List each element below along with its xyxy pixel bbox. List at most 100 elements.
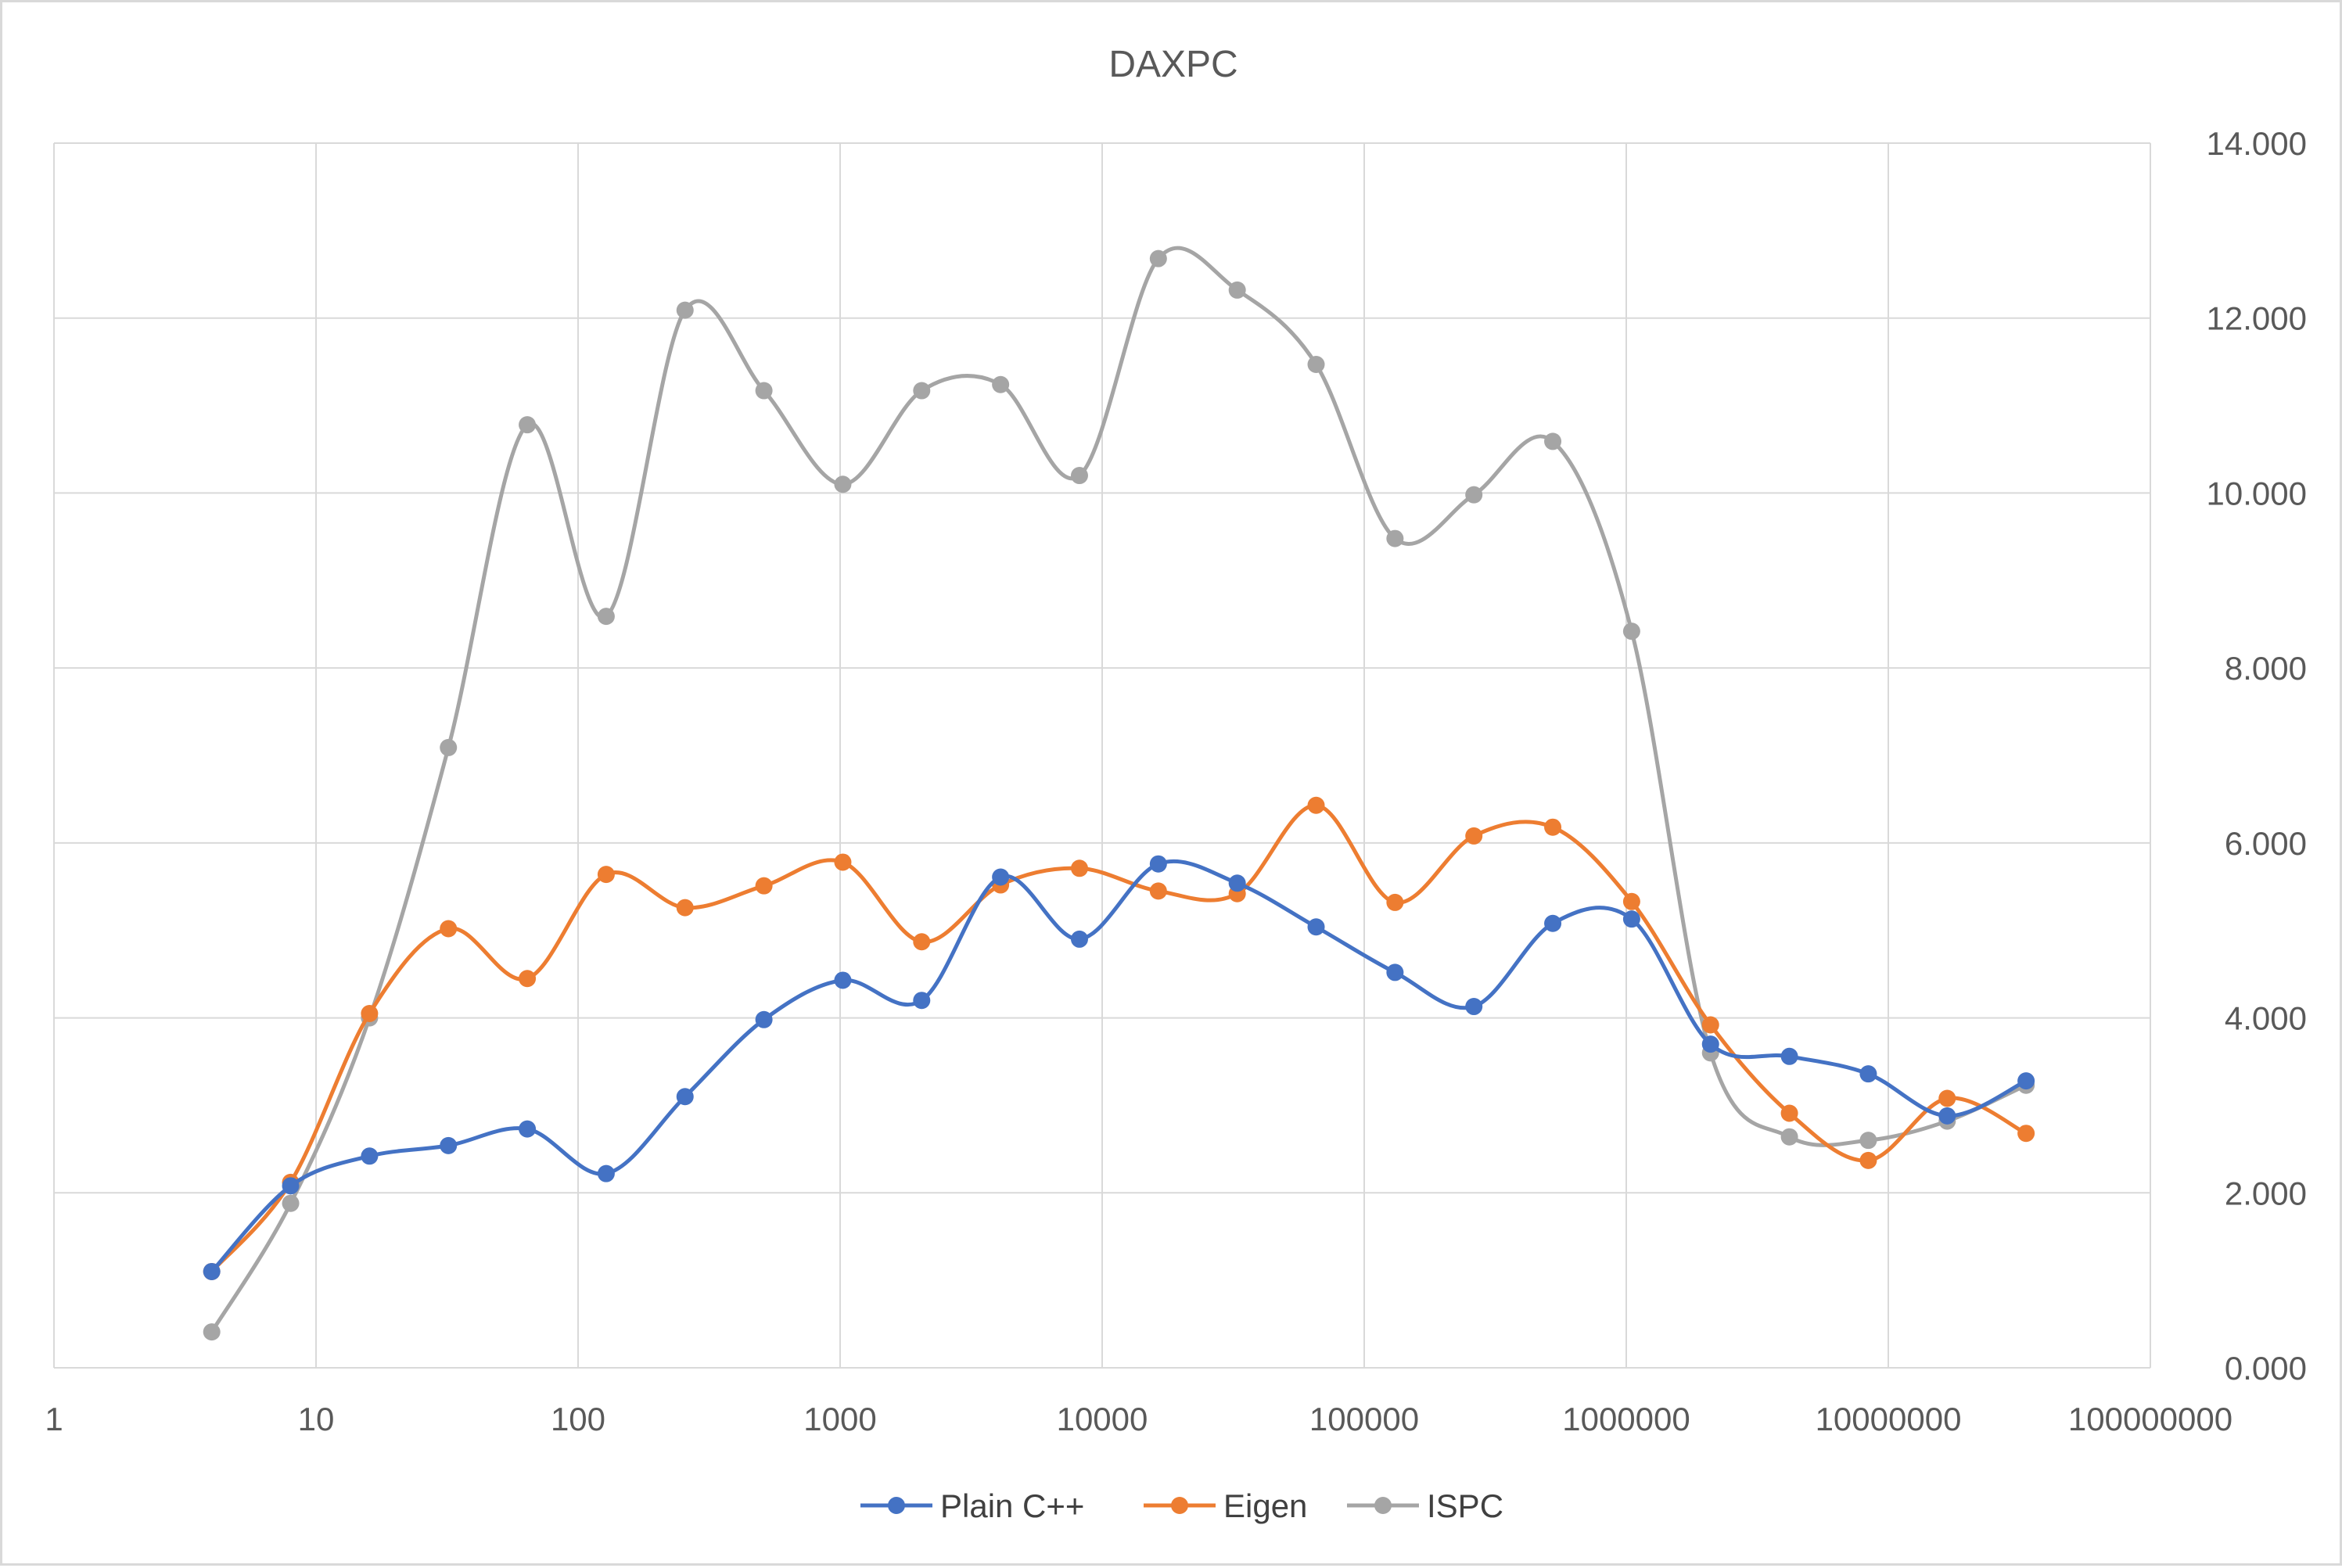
data-point-ispc [913, 382, 931, 400]
series-line-eigen [210, 803, 2028, 1274]
data-point-eigen [2017, 1125, 2035, 1143]
data-point-plain-c [1622, 910, 1640, 928]
data-point-plain-c [1465, 998, 1483, 1016]
data-point-eigen [755, 877, 773, 895]
data-point-ispc [597, 608, 615, 626]
data-point-plain-c [1701, 1035, 1719, 1053]
data-point-plain-c [282, 1177, 300, 1195]
data-point-eigen [1701, 1016, 1719, 1034]
data-point-ispc [1859, 1132, 1877, 1150]
data-point-plain-c [2017, 1072, 2035, 1090]
x-tick-label: 1000 [803, 1401, 876, 1437]
legend-label: Plain C++ [940, 1487, 1084, 1524]
data-point-ispc [1070, 467, 1088, 485]
data-point-ispc [1622, 623, 1640, 640]
data-point-plain-c [1938, 1107, 1956, 1125]
data-point-plain-c [834, 971, 852, 989]
x-tick-label: 1 [45, 1401, 63, 1437]
data-point-eigen [440, 920, 458, 938]
data-point-plain-c [992, 868, 1010, 886]
series-line-ispc [210, 246, 2028, 1334]
data-point-ispc [440, 738, 458, 756]
legend-item-ispc: ISPC [1347, 1487, 1503, 1524]
data-point-eigen [1465, 827, 1483, 845]
data-point-plain-c [913, 992, 931, 1010]
y-tick-label: 14.000 [2207, 125, 2307, 162]
data-point-ispc [755, 382, 773, 400]
data-point-eigen [597, 866, 615, 884]
y-tick-label: 10.000 [2207, 475, 2307, 511]
data-point-eigen [1544, 818, 1562, 836]
data-point-eigen [913, 933, 931, 951]
legend-label: ISPC [1427, 1487, 1503, 1524]
data-point-eigen [1149, 882, 1167, 900]
y-tick-label: 6.000 [2225, 825, 2307, 862]
legend-swatch-marker [1374, 1497, 1392, 1514]
x-tick-label: 10000000 [1816, 1401, 1962, 1437]
data-point-plain-c [519, 1120, 537, 1138]
legend-label: Eigen [1223, 1487, 1307, 1524]
data-point-plain-c [755, 1010, 773, 1028]
data-point-eigen [1622, 892, 1640, 910]
axes: 1 10 100 1000 10000 100000 1000000 10000000 1000… [45, 125, 2307, 1437]
x-tick-label: 1000000 [1562, 1401, 1690, 1437]
y-tick-label: 2.000 [2225, 1175, 2307, 1211]
series-line-plain-c [210, 859, 2028, 1274]
legend-swatch-marker [1171, 1497, 1188, 1514]
data-point-ispc [1149, 249, 1167, 267]
data-point-ispc [834, 475, 852, 493]
legend-swatch-marker [888, 1497, 905, 1514]
data-point-ispc [992, 375, 1010, 393]
data-point-plain-c [1544, 914, 1562, 932]
data-point-ispc [1307, 355, 1325, 373]
x-tick-label: 100000000 [2068, 1401, 2232, 1437]
data-point-eigen [361, 1004, 379, 1022]
data-point-ispc [203, 1323, 221, 1341]
data-point-eigen [519, 970, 537, 988]
x-tick-label: 100 [551, 1401, 605, 1437]
series-plain-c [203, 855, 2035, 1280]
data-point-ispc [1780, 1128, 1798, 1146]
data-point-eigen [676, 899, 694, 917]
legend-item-eigen: Eigen [1144, 1487, 1307, 1524]
x-tick-label: 10 [298, 1401, 335, 1437]
data-point-plain-c [597, 1164, 615, 1182]
data-point-eigen [1780, 1104, 1798, 1122]
data-point-eigen [1938, 1089, 1956, 1107]
series-ispc [203, 246, 2035, 1341]
data-point-ispc [1386, 529, 1404, 547]
data-point-plain-c [1149, 855, 1167, 873]
data-point-plain-c [1780, 1047, 1798, 1065]
data-point-plain-c [203, 1262, 221, 1280]
data-point-ispc [676, 301, 694, 319]
data-point-plain-c [1228, 874, 1246, 892]
data-point-ispc [1544, 432, 1562, 450]
data-point-eigen [1386, 893, 1404, 911]
gridlines [53, 142, 2151, 1369]
y-tick-label: 0.000 [2225, 1350, 2307, 1387]
chart-title: DAXPC [1108, 44, 1237, 85]
data-point-eigen [834, 853, 852, 871]
data-point-plain-c [1859, 1065, 1877, 1083]
data-point-plain-c [1386, 963, 1404, 981]
y-tick-label: 8.000 [2225, 650, 2307, 687]
data-point-eigen [1070, 859, 1088, 877]
data-point-ispc [282, 1194, 300, 1212]
data-point-ispc [519, 416, 537, 434]
x-tick-label: 10000 [1057, 1401, 1148, 1437]
data-point-plain-c [1307, 918, 1325, 936]
series-lines [203, 246, 2035, 1341]
y-tick-label: 4.000 [2225, 1000, 2307, 1037]
series-eigen [203, 796, 2035, 1280]
data-point-plain-c [361, 1147, 379, 1165]
data-point-ispc [1228, 281, 1246, 299]
y-tick-label: 12.000 [2207, 300, 2307, 337]
data-point-plain-c [676, 1088, 694, 1106]
data-point-eigen [1307, 796, 1325, 814]
data-point-eigen [1859, 1151, 1877, 1169]
x-tick-label: 100000 [1309, 1401, 1419, 1437]
data-point-plain-c [1070, 930, 1088, 948]
data-point-ispc [1465, 486, 1483, 504]
